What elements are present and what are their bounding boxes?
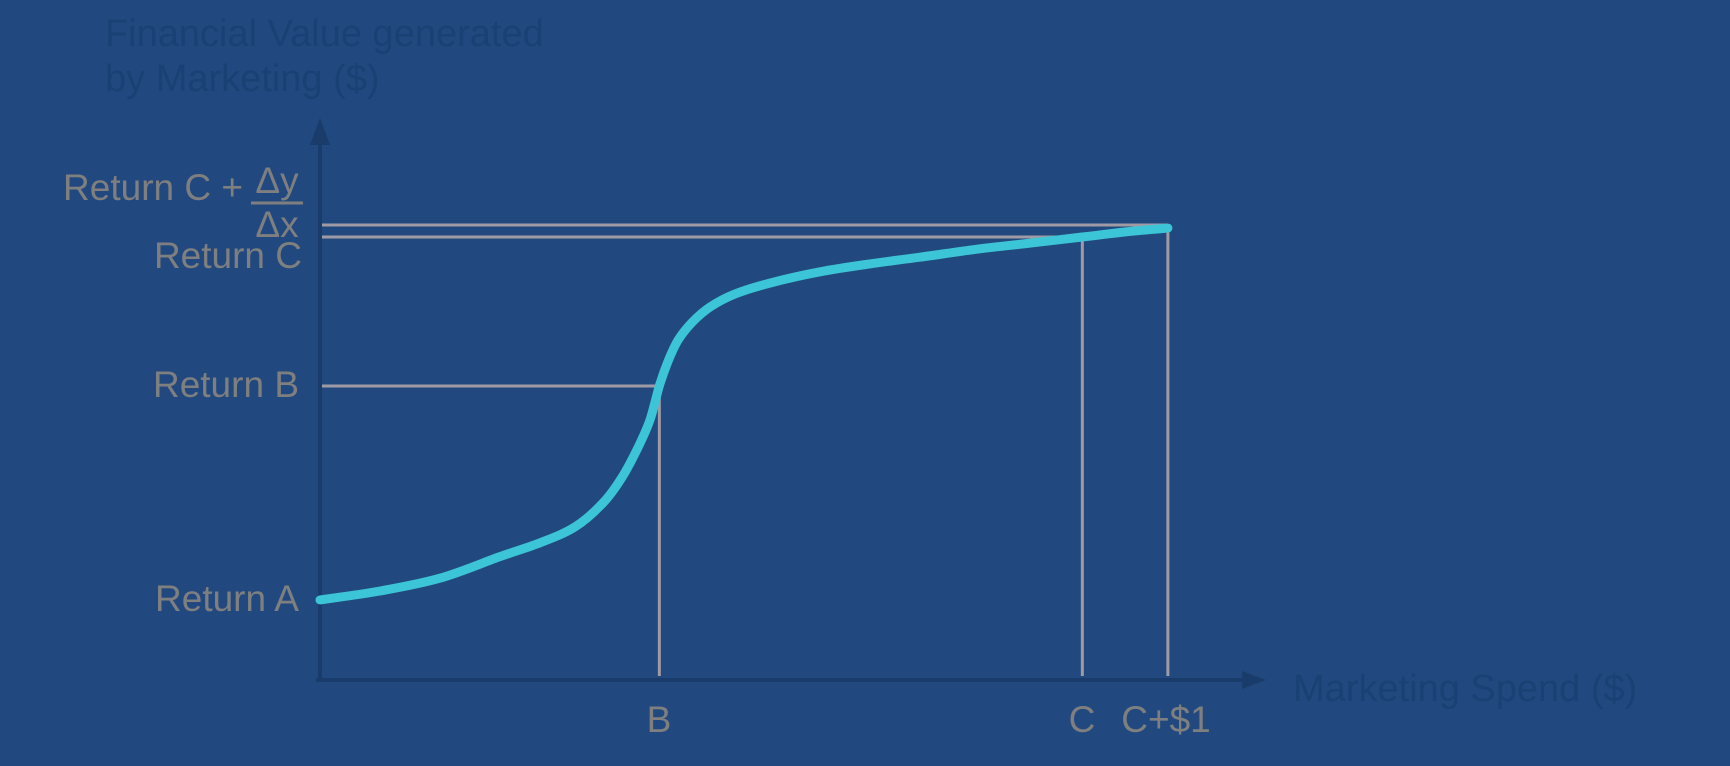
y-axis-arrow-icon: [310, 118, 330, 145]
x-label-c: C: [1069, 699, 1096, 740]
chart-title: Financial Value generated by Marketing (…: [105, 13, 544, 100]
chart-title-line2: by Marketing ($): [105, 58, 380, 100]
x-label-b: B: [647, 699, 672, 740]
return-c-label: Return C: [154, 235, 302, 276]
y-axis-labels: Return C + Δy Δx Return C Return B Retur…: [63, 160, 303, 619]
fraction-numerator-label: Δy: [255, 160, 299, 201]
roi-curve: [315, 223, 1173, 605]
x-label-c-plus-1: C+$1: [1121, 699, 1210, 740]
chart-title-line1: Financial Value generated: [105, 13, 544, 55]
return-a-label: Return A: [155, 578, 299, 619]
reference-lines: [322, 223, 1170, 676]
x-axis-arrow-icon: [1242, 671, 1266, 689]
fraction-denominator-label: Δx: [255, 204, 299, 245]
return-b-label: Return B: [153, 364, 299, 405]
return-c-plus-slope-label: Return C + Δy Δx: [63, 160, 303, 245]
x-axis-labels: B C C+$1: [647, 699, 1211, 740]
x-axis-title: Marketing Spend ($): [1293, 668, 1637, 710]
return-c-plus-prefix-label: Return C +: [63, 167, 243, 208]
axes: [310, 118, 1266, 689]
